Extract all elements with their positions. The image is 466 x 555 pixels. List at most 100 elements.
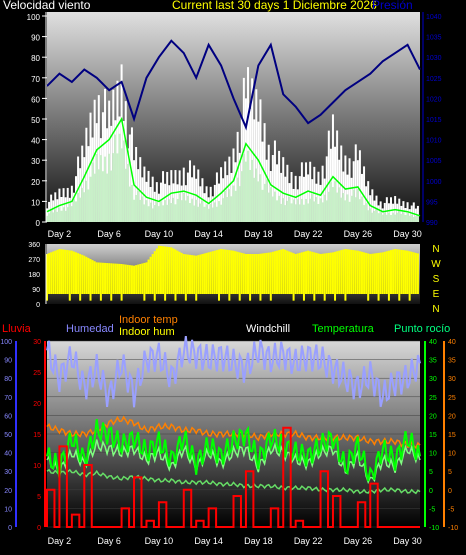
humidity-tick-label: 20 (4, 488, 12, 495)
temp-tick-label: 25 (429, 395, 437, 402)
compass-letter: S (433, 274, 440, 285)
rain-tick-label: 30 (33, 339, 41, 346)
humidity-tick-label: 80 (4, 376, 12, 383)
legend-temperatura: Temperatura (312, 323, 375, 335)
direction-tick-label: 270 (28, 257, 40, 264)
humidity-tick-label: 70 (4, 395, 12, 402)
rain-tick-label: 15 (33, 432, 41, 439)
legend-windchill: Windchill (246, 323, 290, 335)
day-label-top: Day 6 (97, 229, 121, 239)
temp-tick-label: 40 (429, 339, 437, 346)
indoor-hum-line (46, 468, 421, 495)
day-label-bottom: Day 30 (393, 536, 422, 546)
compass-letter: N (432, 304, 439, 315)
direction-tick-label: 360 (28, 242, 40, 249)
wind-tick-label: 50 (31, 116, 40, 125)
pressure-tick-label: 1000 (426, 179, 442, 186)
temp-tick-label: 15 (429, 432, 437, 439)
wind-tick-label: 0 (36, 219, 41, 228)
legend-punto-rocio: Punto rocío (394, 323, 450, 335)
wind-tick-label: 40 (31, 137, 40, 146)
wind-tick-label: 20 (31, 178, 40, 187)
day-label-bottom: Day 14 (194, 536, 223, 546)
wind-tick-label: 10 (31, 198, 40, 207)
humidity-tick-label: 100 (0, 339, 12, 346)
humidity-tick-label: 90 (4, 358, 12, 365)
rain-tick-label: 5 (37, 494, 41, 501)
indoor-tick-label: 10 (448, 451, 456, 458)
chart-title: Current last 30 days 1 Diciembre 2026 (172, 0, 377, 12)
pressure-tick-label: 990 (426, 220, 438, 227)
temp-tick-label: 5 (429, 469, 433, 476)
rain-tick-label: 0 (37, 525, 41, 532)
indoor-tick-label: 0 (448, 488, 452, 495)
indoor-tick-label: 30 (448, 376, 456, 383)
humidity-tick-label: 0 (8, 525, 12, 532)
indoor-tick-label: 25 (448, 395, 456, 402)
wind-tick-label: 80 (31, 54, 40, 63)
day-label-bottom: Day 10 (145, 536, 174, 546)
wind-avg-line (46, 116, 421, 217)
humidity-tick-label: 30 (4, 469, 12, 476)
rain-tick-label: 20 (33, 401, 41, 408)
day-label-bottom: Day 2 (48, 536, 72, 546)
pressure-label: Presión (372, 0, 413, 12)
indoor-tick-label: -5 (448, 506, 454, 513)
day-label-bottom: Day 6 (97, 536, 121, 546)
compass-letter: E (433, 289, 440, 300)
temp-tick-label: 0 (429, 488, 433, 495)
rain-line (46, 426, 420, 528)
temperature-line (46, 419, 421, 482)
day-label-bottom: Day 26 (344, 536, 373, 546)
direction-tick-label: 0 (36, 302, 40, 309)
wind-speed-label: Velocidad viento (3, 0, 91, 12)
day-label-top: Day 10 (145, 229, 174, 239)
humidity-line (46, 335, 421, 408)
temp-tick-label: 20 (429, 413, 437, 420)
pressure-tick-label: 995 (426, 199, 438, 206)
legend-lluvia: Lluvia (2, 323, 32, 335)
indoor-tick-label: -10 (448, 525, 458, 532)
humidity-tick-label: 50 (4, 432, 12, 439)
legend-indoor-temp: Indoor temp (119, 314, 178, 326)
day-label-top: Day 14 (194, 229, 223, 239)
legend-indoor-hum: Indoor hum (119, 326, 175, 338)
pressure-tick-label: 1035 (426, 35, 442, 42)
legend-humedad: Humedad (66, 323, 114, 335)
pressure-tick-label: 1010 (426, 138, 442, 145)
direction-tick-label: 90 (32, 287, 40, 294)
wind-tick-label: 100 (27, 13, 41, 22)
rain-tick-label: 25 (33, 370, 41, 377)
direction-tick-label: 180 (28, 272, 40, 279)
indoor-tick-label: 40 (448, 339, 456, 346)
wind-tick-label: 70 (31, 75, 40, 84)
day-label-top: Day 2 (48, 229, 72, 239)
wind-tick-label: 30 (31, 157, 40, 166)
indoor-tick-label: 15 (448, 432, 456, 439)
day-label-top: Day 22 (294, 229, 323, 239)
temp-tick-label: 35 (429, 358, 437, 365)
humidity-tick-label: 10 (4, 506, 12, 513)
pressure-tick-label: 1020 (426, 96, 442, 103)
pressure-tick-label: 1040 (426, 14, 442, 21)
compass-letter: W (431, 259, 441, 270)
indoor-tick-label: 35 (448, 358, 456, 365)
pressure-line (46, 39, 421, 131)
pressure-tick-label: 1005 (426, 158, 442, 165)
indoor-tick-label: 20 (448, 413, 456, 420)
temp-tick-label: -5 (429, 506, 435, 513)
compass-letter: N (432, 244, 439, 255)
dewpoint-line (46, 439, 421, 485)
day-label-bottom: Day 18 (244, 536, 273, 546)
humidity-tick-label: 40 (4, 451, 12, 458)
rain-tick-label: 10 (33, 463, 41, 470)
pressure-tick-label: 1025 (426, 76, 442, 83)
day-label-top: Day 18 (244, 229, 273, 239)
indoor-tick-label: 5 (448, 469, 452, 476)
day-label-top: Day 30 (393, 229, 422, 239)
humidity-tick-label: 60 (4, 413, 12, 420)
temp-tick-label: 30 (429, 376, 437, 383)
day-label-bottom: Day 22 (294, 536, 323, 546)
pressure-tick-label: 1015 (426, 117, 442, 124)
